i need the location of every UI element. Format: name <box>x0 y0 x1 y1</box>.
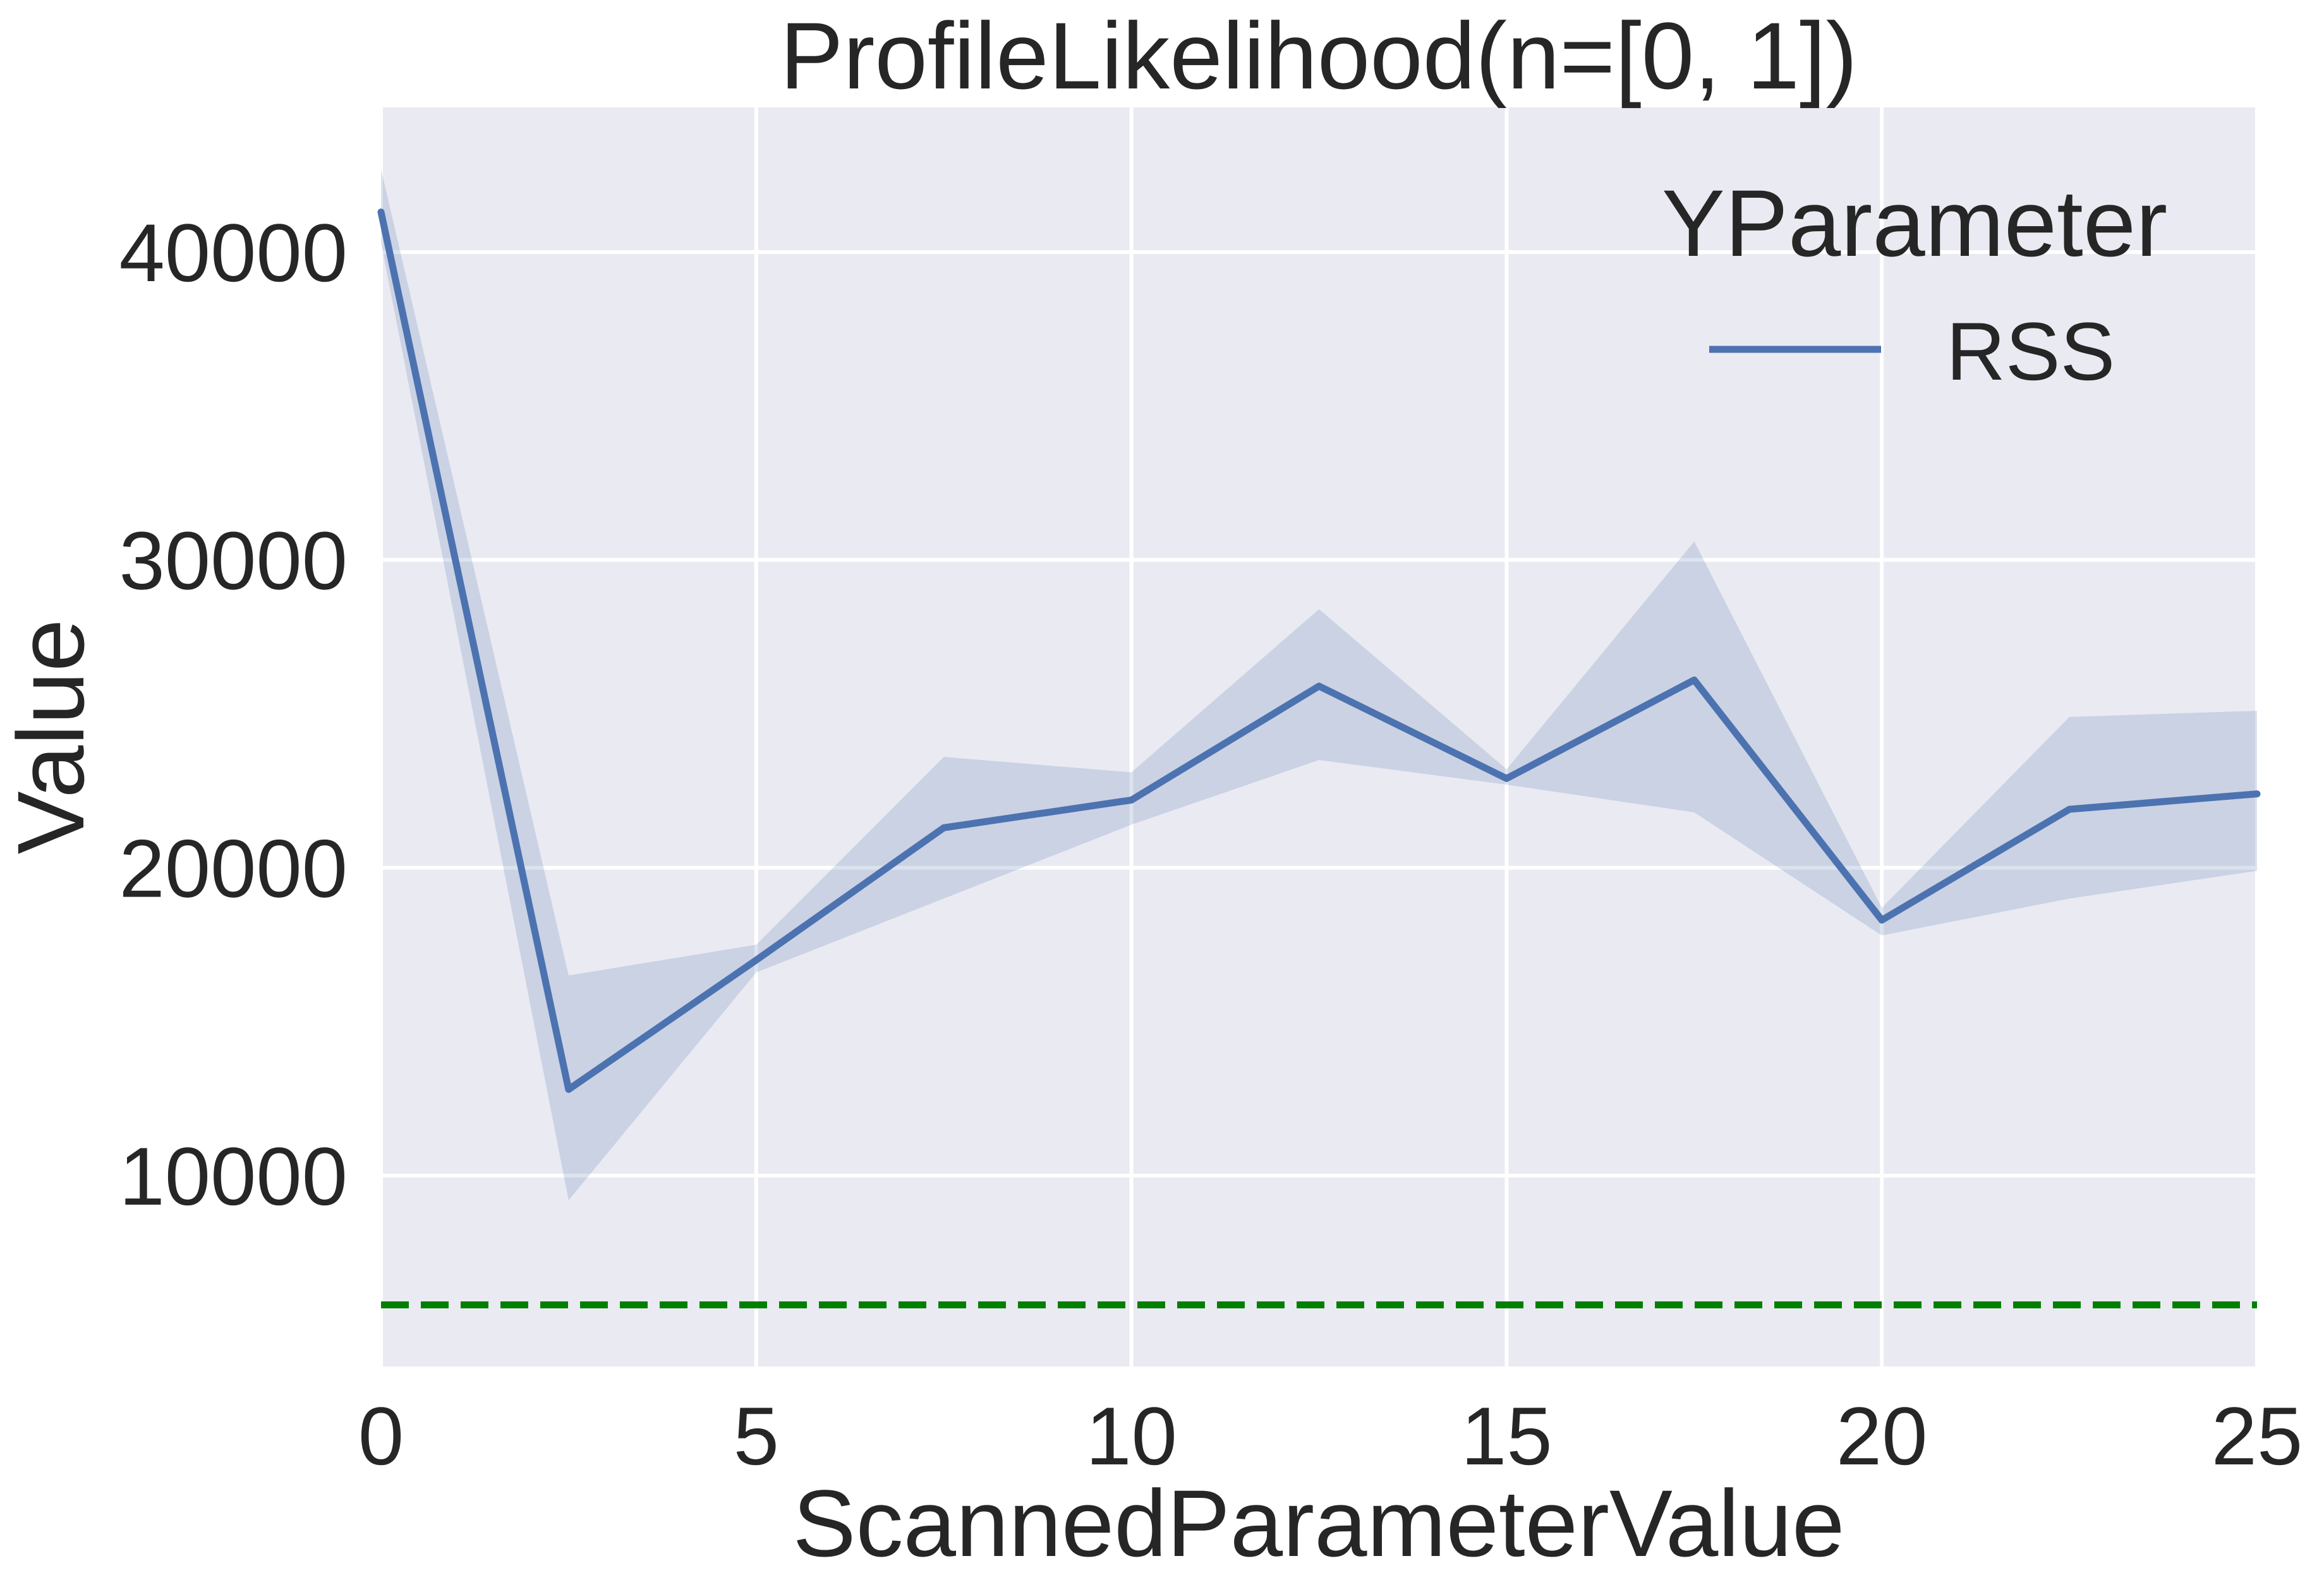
legend: YParameter RSS <box>1662 170 2167 397</box>
series-lines <box>377 208 2261 1093</box>
legend-title: YParameter <box>1662 170 2167 276</box>
y-tick-labels: 10000 20000 30000 40000 <box>119 207 348 1222</box>
chart-title: ProfileLikelihood(n=[0, 1]) <box>780 3 1857 109</box>
series-line-rss <box>377 208 2261 1093</box>
x-tick-label: 25 <box>2212 1390 2303 1482</box>
x-tick-label: 20 <box>1836 1390 1928 1482</box>
grid-lines <box>379 107 2259 1366</box>
plot-background <box>381 107 2257 1366</box>
x-tick-label: 10 <box>1086 1390 1177 1482</box>
y-tick-label: 10000 <box>119 1130 348 1222</box>
y-tick-label: 20000 <box>119 823 348 915</box>
y-axis-label: Value <box>0 619 104 855</box>
x-tick-labels: 0 5 10 15 20 25 <box>358 1390 2303 1482</box>
y-tick-label: 30000 <box>119 514 348 606</box>
x-tick-label: 0 <box>358 1390 404 1482</box>
x-axis-label: ScannedParameterValue <box>793 1470 1845 1576</box>
x-tick-label: 15 <box>1461 1390 1552 1482</box>
y-tick-label: 40000 <box>119 207 348 299</box>
x-tick-label: 5 <box>734 1390 779 1482</box>
legend-label-rss: RSS <box>1946 305 2115 397</box>
